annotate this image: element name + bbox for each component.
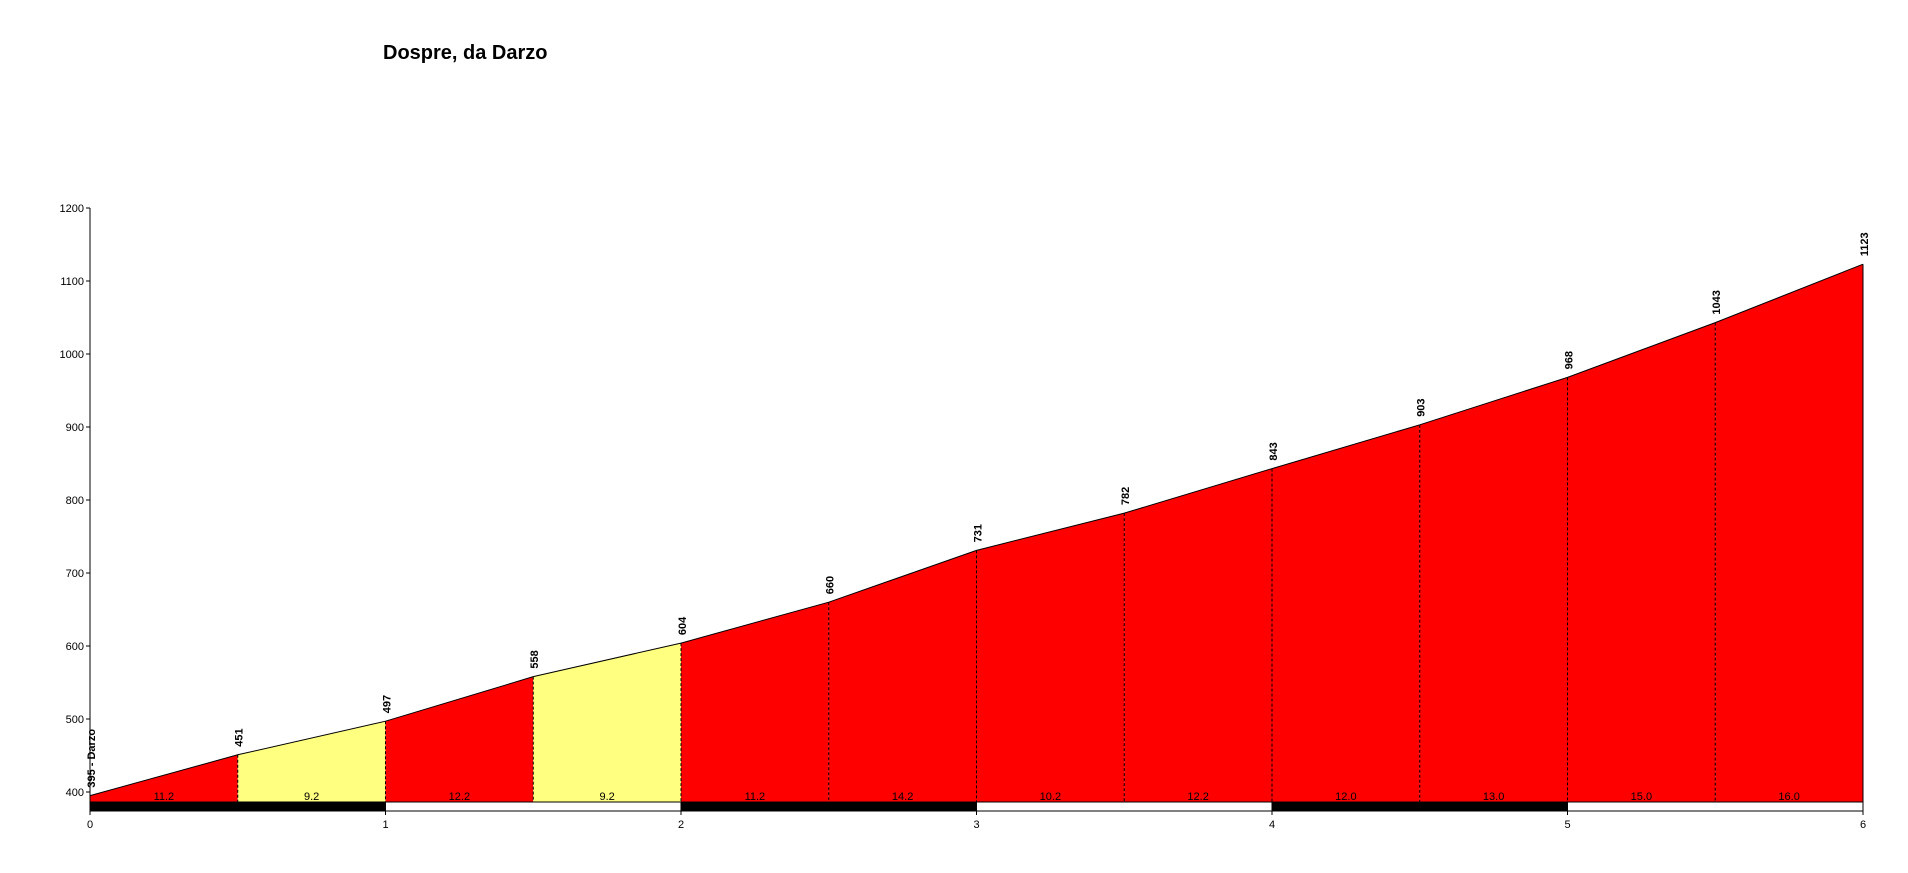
elevation-label-4: 604	[677, 616, 689, 635]
elevation-label-8: 843	[1268, 442, 1280, 460]
segment-fill-2	[385, 676, 534, 802]
y-tick-label-4: 800	[66, 495, 84, 507]
elevation-label-11: 1043	[1711, 290, 1723, 314]
km-bar-cell-3	[976, 801, 1273, 812]
segment-fill-11	[1715, 264, 1863, 803]
x-tick-label-2: 2	[678, 819, 684, 831]
grade-label-4: 11.2	[745, 791, 766, 803]
x-tick-label-6: 6	[1860, 819, 1866, 831]
grade-label-0: 11.2	[154, 791, 175, 803]
grade-label-5: 14.2	[892, 791, 913, 803]
segment-fills	[90, 264, 1863, 803]
labels: 11.2 9.2 12.2 9.2 11.2 14.2 10.2 12.2 12.0 13.0 15…	[86, 232, 1871, 803]
elevation-label-3: 558	[529, 650, 541, 668]
elevation-label-12: 1123	[1859, 232, 1871, 256]
profile-outline	[89, 263, 1864, 802]
grade-label-11: 16.0	[1778, 791, 1799, 803]
y-tick-label-1: 500	[66, 714, 84, 726]
y-tick-label-2: 600	[66, 641, 84, 653]
elevation-label-2: 497	[382, 695, 394, 713]
axes: 400 500 600 700 800 900 1000 1100 1200 0 1 2 3 4 5 6	[60, 203, 1867, 831]
km-bar-cell-2	[680, 801, 977, 812]
segment-fill-3	[533, 643, 681, 802]
segment-fill-0	[90, 754, 238, 802]
y-tick-label-7: 1100	[60, 276, 84, 288]
grade-label-2: 12.2	[449, 791, 470, 803]
km-bar-cell-1	[385, 801, 682, 812]
segment-fill-5	[828, 550, 977, 802]
segment-fill-8	[1272, 424, 1420, 802]
grade-label-1: 9.2	[304, 791, 319, 803]
x-tick-label-3: 3	[973, 819, 979, 831]
chart-title: Dospre, da Darzo	[383, 42, 548, 64]
elevation-label-5: 660	[825, 576, 837, 594]
x-tick-label-5: 5	[1564, 819, 1570, 831]
elevation-label-0: 395 - Darzo	[86, 729, 98, 788]
km-bar-cell-5	[1567, 801, 1864, 812]
elevation-label-1: 451	[234, 728, 246, 746]
segment-fill-9	[1419, 377, 1568, 802]
y-tick-label-6: 1000	[60, 349, 84, 361]
grade-label-6: 10.2	[1040, 791, 1061, 803]
grade-label-3: 9.2	[599, 791, 614, 803]
y-tick-label-3: 700	[66, 568, 84, 580]
x-tick-label-0: 0	[87, 819, 93, 831]
profile-line	[89, 263, 1864, 797]
grade-label-8: 12.0	[1335, 791, 1356, 803]
km-bar-cell-4	[1271, 801, 1568, 812]
y-tick-label-8: 1200	[60, 203, 84, 215]
segment-fill-10	[1567, 322, 1716, 802]
y-tick-label-0: 400	[66, 787, 84, 799]
segment-dividers	[237, 322, 1716, 802]
elevation-label-10: 968	[1564, 351, 1576, 369]
grade-label-7: 12.2	[1187, 791, 1208, 803]
elevation-label-7: 782	[1120, 487, 1132, 505]
elevation-label-9: 903	[1416, 398, 1428, 416]
x-tick-label-1: 1	[382, 819, 388, 831]
grade-label-9: 13.0	[1483, 791, 1504, 803]
segment-fill-6	[976, 513, 1125, 802]
km-bar	[89, 801, 1864, 812]
x-tick-label-4: 4	[1269, 819, 1275, 831]
grade-label-10: 15.0	[1631, 791, 1652, 803]
km-bar-cell-0	[89, 801, 386, 812]
segment-fill-7	[1124, 468, 1272, 802]
y-tick-label-5: 900	[66, 422, 84, 434]
segment-fill-1	[237, 721, 386, 802]
elevation-label-6: 731	[973, 524, 985, 542]
segment-fill-4	[681, 602, 829, 802]
